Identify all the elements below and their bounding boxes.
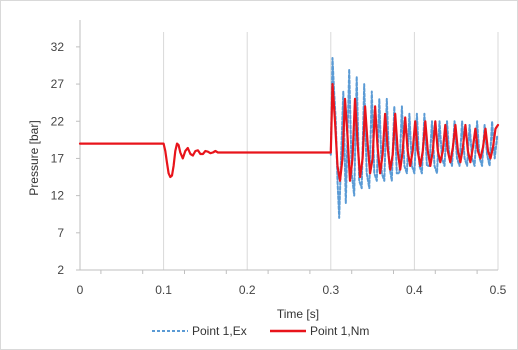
x-tick-label: 0.4: [406, 283, 423, 297]
x-tick-label: 0.5: [490, 283, 507, 297]
series-lines: [78, 57, 500, 219]
y-tick-label: 17: [51, 151, 65, 165]
y-tick-label: 2: [57, 263, 64, 277]
y-tick-label: 22: [51, 114, 65, 128]
x-axis-title: Time [s]: [277, 307, 319, 321]
legend-label: Point 1,Ex: [192, 324, 247, 338]
legend-label: Point 1,Nm: [310, 324, 369, 338]
y-tick-label: 7: [57, 226, 64, 240]
y-tick-label: 32: [51, 40, 65, 54]
x-tick-label: 0.3: [322, 283, 339, 297]
legend: Point 1,Ex Point 1,Nm: [152, 324, 369, 338]
y-tick-label: 27: [51, 77, 65, 91]
axes: [76, 20, 498, 274]
x-tick-labels: 0 0.1 0.2 0.3 0.4 0.5: [77, 283, 507, 297]
y-tick-label: 12: [51, 189, 65, 203]
x-tick-label: 0.1: [155, 283, 172, 297]
x-tick-label: 0: [77, 283, 84, 297]
series-line-2: [78, 82, 500, 182]
x-tick-label: 0.2: [239, 283, 256, 297]
y-axis-title: Pressure [bar]: [27, 120, 41, 195]
